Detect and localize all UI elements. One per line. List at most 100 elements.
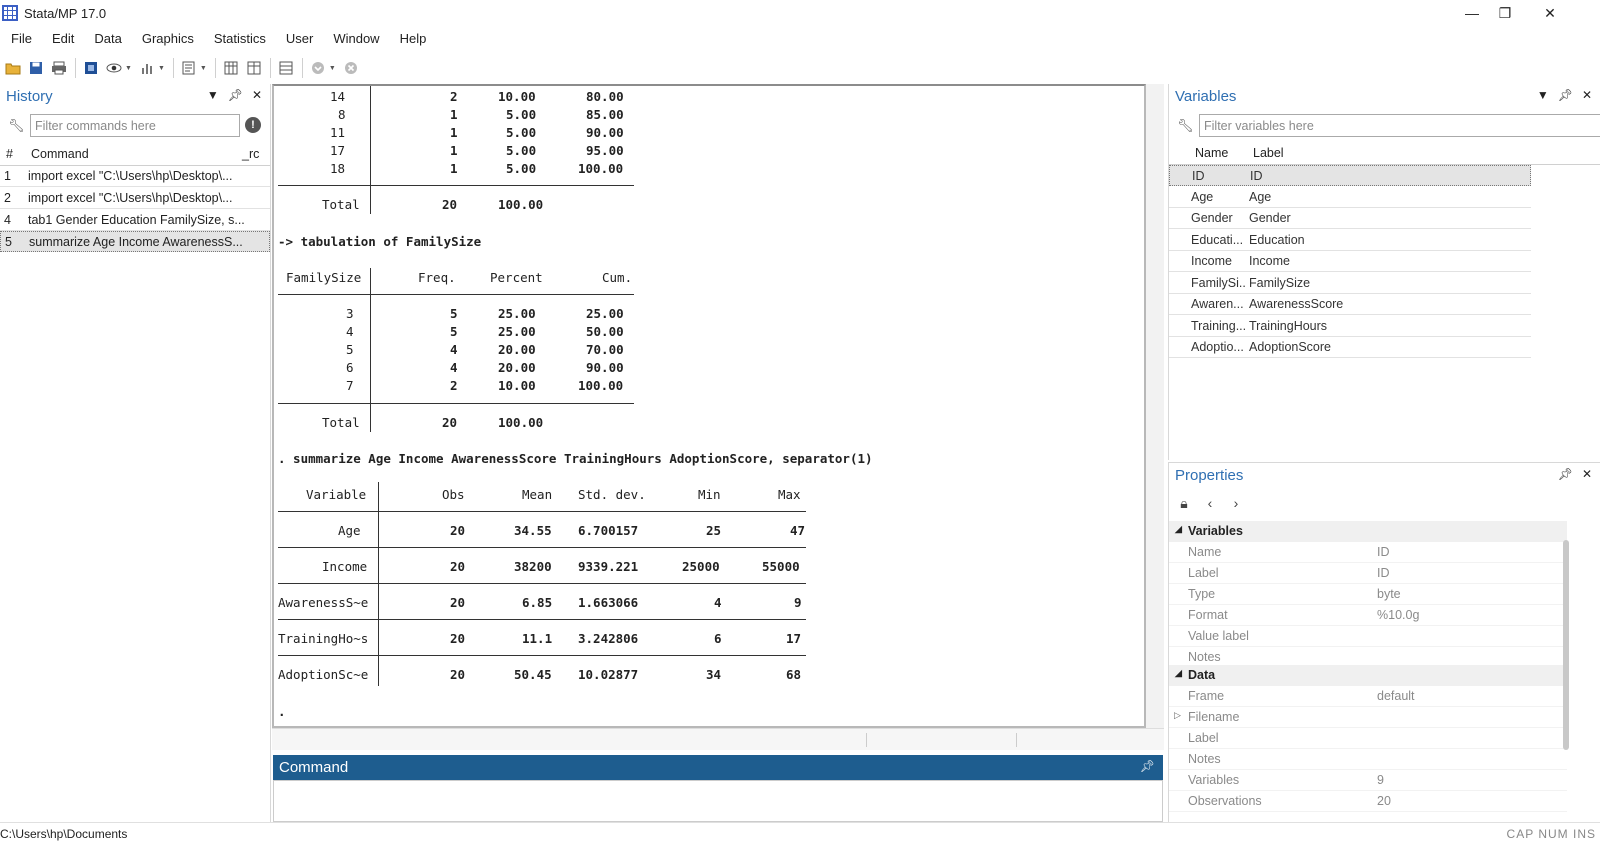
property-row[interactable]: Format %10.0g <box>1169 605 1567 626</box>
lock-icon[interactable]: 🔒︎ <box>1180 494 1188 511</box>
sum-obs: 20 <box>450 559 466 574</box>
print-icon[interactable] <box>50 59 68 77</box>
property-row[interactable]: Notes <box>1169 749 1567 770</box>
variable-row[interactable]: Adoptio... AdoptionScore <box>1169 337 1531 358</box>
properties-section-data[interactable]: ◢ Data <box>1169 665 1567 686</box>
variable-row[interactable]: FamilySi... FamilySize <box>1169 273 1531 294</box>
wrench-icon[interactable]: 🔧︎ <box>1177 118 1194 133</box>
tab1-value: 14 <box>330 89 346 104</box>
more-dropdown-icon[interactable]: ▼ <box>328 64 336 72</box>
close-button[interactable]: ✕ <box>1544 4 1556 21</box>
toolbar-separator <box>172 58 174 78</box>
menu-statistics[interactable]: Statistics <box>213 31 266 46</box>
do-file-dropdown-icon[interactable]: ▼ <box>199 64 207 72</box>
viewer-icon[interactable] <box>105 59 123 77</box>
history-row[interactable]: 1 import excel "C:\Users\hp\Desktop\... <box>0 166 270 187</box>
data-editor-icon[interactable] <box>222 59 240 77</box>
property-row[interactable]: Type byte <box>1169 584 1567 605</box>
variables-col-label[interactable]: Label <box>1253 146 1284 160</box>
open-icon[interactable] <box>4 59 22 77</box>
close-icon[interactable]: ✕ <box>251 88 262 102</box>
menu-file[interactable]: File <box>11 31 32 46</box>
properties-section-variables[interactable]: ◢ Variables <box>1169 521 1567 542</box>
wrench-icon[interactable]: 🔧︎ <box>8 118 25 133</box>
close-icon[interactable]: ✕ <box>1581 467 1592 481</box>
filter-icon[interactable]: ▼ <box>206 88 219 102</box>
more-icon[interactable] <box>309 59 327 77</box>
sum-header: Mean <box>522 487 553 502</box>
history-col-rc[interactable]: _rc <box>242 147 260 161</box>
pin-icon[interactable]: 📌︎ <box>1139 759 1155 773</box>
variable-row[interactable]: Training... TrainingHours <box>1169 316 1531 337</box>
variables-col-name[interactable]: Name <box>1195 146 1229 160</box>
sum-mean: 50.45 <box>514 667 552 682</box>
variables-filter-input[interactable] <box>1199 114 1600 137</box>
properties-scrollbar[interactable] <box>1563 540 1569 750</box>
viewer-dropdown-icon[interactable]: ▼ <box>125 64 132 72</box>
property-row[interactable]: ▷ Filename <box>1169 707 1567 728</box>
property-row[interactable]: Variables 9 <box>1169 770 1567 791</box>
history-row[interactable]: 4 tab1 Gender Education FamilySize, s... <box>0 210 270 231</box>
tab2-header: FamilySize <box>286 270 362 285</box>
menu-user[interactable]: User <box>285 31 314 46</box>
sum-header: Min <box>698 487 721 502</box>
save-icon[interactable] <box>27 59 45 77</box>
log-icon[interactable] <box>82 59 100 77</box>
variable-row[interactable]: Gender Gender <box>1169 208 1531 229</box>
menu-data[interactable]: Data <box>94 31 122 46</box>
property-row[interactable]: Observations 20 <box>1169 791 1567 812</box>
tab1-freq: 1 <box>450 143 458 158</box>
collapse-icon[interactable]: ◢ <box>1175 524 1182 534</box>
strip-divider <box>1016 733 1017 747</box>
maximize-button[interactable]: ❐ <box>1498 4 1512 21</box>
chevron-right-icon[interactable]: › <box>1233 495 1239 511</box>
menu-edit[interactable]: Edit <box>51 31 75 46</box>
do-file-editor-icon[interactable] <box>180 59 198 77</box>
command-input[interactable] <box>273 780 1163 822</box>
collapse-icon[interactable]: ◢ <box>1175 668 1182 678</box>
variable-row[interactable]: Age Age <box>1169 187 1531 208</box>
history-row[interactable]: 2 import excel "C:\Users\hp\Desktop\... <box>0 188 270 209</box>
tab2-percent: 25.00 <box>498 306 536 321</box>
graph-icon[interactable] <box>138 59 156 77</box>
property-key: Variables <box>1188 773 1240 787</box>
property-row[interactable]: Value label <box>1169 626 1567 647</box>
graph-dropdown-icon[interactable]: ▼ <box>157 64 165 72</box>
variable-row[interactable]: Awaren... AwarenessScore <box>1169 294 1531 315</box>
variable-label: AdoptionScore <box>1249 340 1332 354</box>
menu-graphics[interactable]: Graphics <box>141 31 194 46</box>
tab2-freq: 5 <box>450 324 458 339</box>
minimize-button[interactable]: — <box>1465 5 1479 21</box>
sum-obs: 20 <box>450 631 466 646</box>
property-row[interactable]: Label <box>1169 728 1567 749</box>
history-col-num[interactable]: # <box>6 147 13 161</box>
menu-help[interactable]: Help <box>399 31 427 46</box>
results-window[interactable]: 14 2 10.00 80.00 8 1 5.00 85.00 11 1 5.0… <box>272 84 1146 728</box>
tab2-percent: 20.00 <box>498 342 536 357</box>
tab1-value: 11 <box>330 125 346 140</box>
results-scrollbar[interactable] <box>1146 84 1164 728</box>
variable-name: Training... <box>1191 319 1247 333</box>
chevron-left-icon[interactable]: ‹ <box>1207 495 1213 511</box>
property-row[interactable]: Frame default <box>1169 686 1567 707</box>
expand-icon[interactable]: ▷ <box>1174 710 1181 720</box>
data-browser-icon[interactable] <box>245 59 263 77</box>
property-row[interactable]: Name ID <box>1169 542 1567 563</box>
break-icon[interactable] <box>342 59 360 77</box>
filter-icon[interactable]: ▼ <box>1536 88 1549 102</box>
close-icon[interactable]: ✕ <box>1581 88 1592 102</box>
pin-icon[interactable]: 📌︎ <box>1557 88 1573 102</box>
pin-icon[interactable]: 📌︎ <box>1557 467 1573 481</box>
property-row[interactable]: Label ID <box>1169 563 1567 584</box>
history-col-command[interactable]: Command <box>31 147 89 161</box>
info-icon[interactable]: ! <box>245 117 261 133</box>
pin-icon[interactable]: 📌︎ <box>227 88 243 102</box>
variable-row[interactable]: Educati... Education <box>1169 230 1531 251</box>
tab1-freq: 1 <box>450 161 458 176</box>
variables-manager-icon[interactable] <box>277 59 295 77</box>
variable-row[interactable]: Income Income <box>1169 251 1531 272</box>
history-filter-input[interactable] <box>30 114 240 137</box>
menu-window[interactable]: Window <box>333 31 380 46</box>
variable-row-selected[interactable]: ID ID <box>1169 165 1531 186</box>
history-row-selected[interactable]: 5 summarize Age Income AwarenessS... <box>0 231 270 252</box>
